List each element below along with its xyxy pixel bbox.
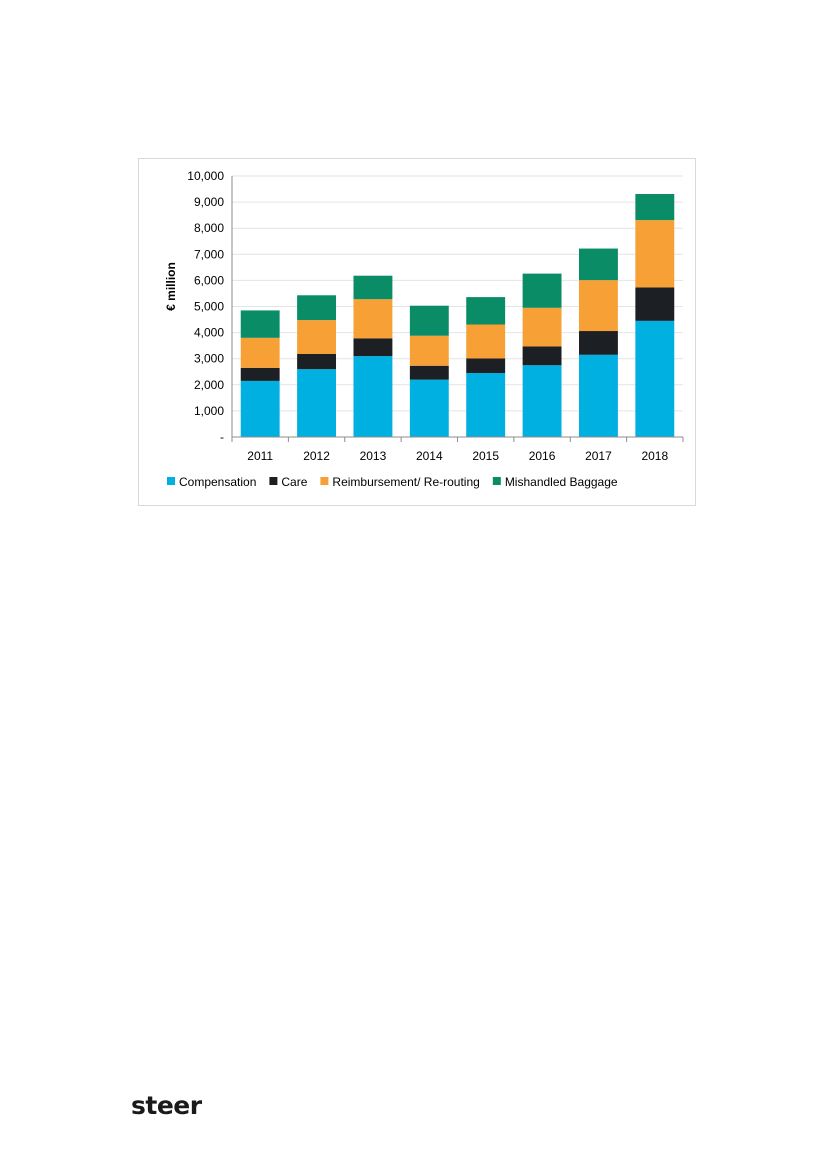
stacked-bar-chart: - 1,000 2,000 3,000 4,000 5,000 6,000 7,000 8,00…	[164, 169, 684, 489]
y-tick-label: 3,000	[194, 352, 224, 366]
bar-segment-compensation-2014	[409, 379, 449, 437]
y-tick-label: 4,000	[194, 326, 224, 340]
bar-segment-care-2018	[635, 287, 675, 321]
bar-segment-compensation-2015	[466, 373, 506, 437]
legend-swatch-reimbursement-re-routing	[320, 477, 329, 485]
bar-segment-care-2016	[522, 346, 562, 366]
bar-segment-mishandled-baggage-2013	[353, 275, 393, 300]
bar-segment-care-2012	[297, 354, 337, 370]
y-tick-label: 1,000	[194, 404, 224, 418]
y-tick-label: 6,000	[194, 273, 224, 287]
bar-segment-compensation-2011	[240, 380, 280, 437]
x-tick-label: 2018	[641, 449, 668, 463]
x-tick-label: 2011	[247, 449, 273, 463]
bar-segment-compensation-2017	[578, 354, 618, 437]
steer-logo: steer	[131, 1091, 202, 1120]
bar-segment-mishandled-baggage-2015	[466, 297, 506, 325]
y-tick-labels: - 1,000 2,000 3,000 4,000 5,000 6,000 7,000 8,00…	[187, 169, 224, 444]
chart-frame: - 1,000 2,000 3,000 4,000 5,000 6,000 7,000 8,00…	[138, 158, 696, 506]
bar-segment-care-2011	[240, 367, 280, 381]
legend-swatch-care	[269, 477, 278, 485]
bar-segment-reimbursement-re-routing-2014	[409, 335, 449, 366]
bar-segment-reimbursement-re-routing-2015	[466, 324, 506, 359]
bar-segment-care-2013	[353, 338, 393, 357]
legend: Compensation Care Reimbursement/ Re-routin…	[167, 475, 618, 489]
bar-segment-mishandled-baggage-2017	[578, 248, 618, 281]
bar-segment-mishandled-baggage-2018	[635, 194, 675, 221]
bar-segment-reimbursement-re-routing-2018	[635, 220, 675, 288]
y-tick-label: 5,000	[194, 300, 224, 314]
x-tick-label: 2014	[416, 449, 443, 463]
bars	[240, 194, 675, 437]
bar-segment-reimbursement-re-routing-2016	[522, 307, 562, 347]
x-tick-label: 2012	[303, 449, 330, 463]
y-tick-label: 10,000	[187, 169, 224, 183]
bar-segment-mishandled-baggage-2014	[409, 305, 449, 336]
legend-label-mishandled-baggage: Mishandled Baggage	[505, 475, 618, 489]
y-tick-label: 8,000	[194, 221, 224, 235]
bar-segment-compensation-2016	[522, 365, 562, 437]
bar-segment-compensation-2013	[353, 356, 393, 437]
legend-label-reimbursement-re-routing: Reimbursement/ Re-routing	[332, 475, 479, 489]
legend-swatch-compensation	[167, 477, 175, 485]
x-tick-label: 2015	[472, 449, 499, 463]
bar-segment-reimbursement-re-routing-2013	[353, 299, 393, 339]
axes	[231, 176, 684, 442]
bar-segment-mishandled-baggage-2012	[297, 295, 337, 321]
bar-segment-reimbursement-re-routing-2011	[240, 337, 280, 368]
legend-label-care: Care	[281, 475, 307, 489]
x-tick-label: 2017	[585, 449, 612, 463]
bar-segment-mishandled-baggage-2016	[522, 273, 562, 308]
y-tick-label: 9,000	[194, 195, 224, 209]
x-tick-label: 2013	[360, 449, 387, 463]
x-tick-label: 2016	[529, 449, 556, 463]
y-axis-title: € million	[164, 262, 178, 311]
x-tick-labels: 2011 2012 2013 2014 2015 2016 2017 2018	[247, 449, 668, 463]
legend-swatch-mishandled-baggage	[492, 477, 501, 485]
bar-segment-care-2015	[466, 358, 506, 374]
bar-segment-reimbursement-re-routing-2012	[297, 320, 337, 355]
y-tick-label: -	[220, 430, 224, 444]
bar-segment-reimbursement-re-routing-2017	[578, 280, 618, 332]
bar-segment-care-2017	[578, 331, 618, 355]
bar-segment-compensation-2012	[297, 369, 337, 437]
y-tick-label: 2,000	[194, 378, 224, 392]
legend-label-compensation: Compensation	[179, 475, 256, 489]
bar-segment-mishandled-baggage-2011	[240, 310, 280, 338]
y-tick-label: 7,000	[194, 247, 224, 261]
bar-segment-care-2014	[409, 365, 449, 380]
bar-segment-compensation-2018	[635, 320, 675, 437]
